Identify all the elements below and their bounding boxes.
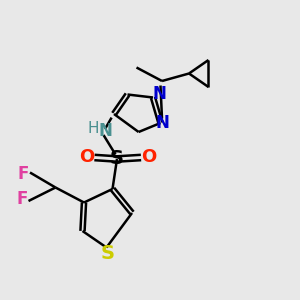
- Text: H: H: [87, 121, 99, 136]
- Text: F: F: [18, 165, 29, 183]
- Text: F: F: [16, 190, 28, 208]
- Text: S: S: [101, 244, 115, 263]
- Text: O: O: [141, 148, 156, 166]
- Text: N: N: [98, 122, 112, 140]
- Text: N: N: [156, 114, 170, 132]
- Text: S: S: [110, 149, 124, 169]
- Text: N: N: [152, 85, 166, 103]
- Text: O: O: [80, 148, 94, 166]
